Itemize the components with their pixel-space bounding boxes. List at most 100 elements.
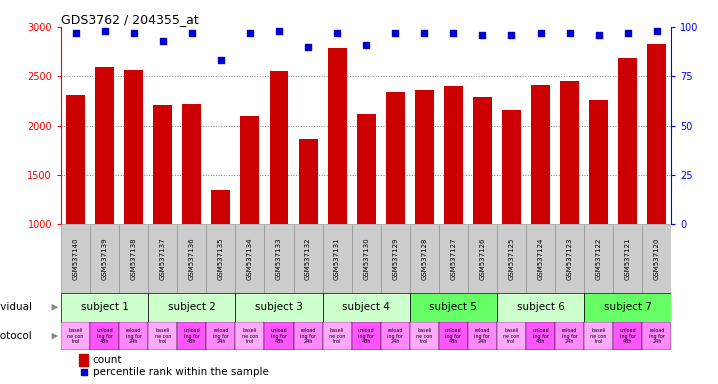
- Text: protocol: protocol: [0, 331, 32, 341]
- Point: [389, 30, 401, 36]
- Bar: [410, 322, 439, 351]
- Text: GSM537133: GSM537133: [276, 237, 282, 280]
- Bar: [294, 224, 322, 293]
- Text: reload
ing for
24h: reload ing for 24h: [475, 328, 490, 344]
- Text: percentile rank within the sample: percentile rank within the sample: [93, 367, 269, 377]
- Bar: [357, 114, 376, 224]
- Point: [593, 32, 605, 38]
- Point: [505, 32, 517, 38]
- Text: baseli
ne con
trol: baseli ne con trol: [416, 328, 432, 344]
- Bar: [381, 322, 410, 351]
- Bar: [531, 84, 550, 224]
- Text: baseli
ne con
trol: baseli ne con trol: [67, 328, 84, 344]
- Text: GSM537132: GSM537132: [305, 237, 311, 280]
- Point: [360, 41, 372, 48]
- Point: [274, 28, 285, 34]
- Text: baseli
ne con
trol: baseli ne con trol: [503, 328, 520, 344]
- Point: [157, 38, 169, 44]
- Bar: [497, 322, 526, 351]
- Bar: [236, 322, 264, 351]
- Bar: [269, 71, 289, 224]
- Bar: [327, 48, 347, 224]
- Text: GSM537123: GSM537123: [567, 237, 573, 280]
- Text: individual: individual: [0, 302, 32, 312]
- Bar: [560, 81, 579, 224]
- Text: subject 4: subject 4: [342, 302, 390, 312]
- Text: subject 3: subject 3: [255, 302, 303, 312]
- Bar: [444, 86, 463, 224]
- Text: GSM537140: GSM537140: [73, 237, 78, 280]
- Text: GSM537121: GSM537121: [625, 237, 630, 280]
- Bar: [439, 224, 468, 293]
- Bar: [497, 224, 526, 293]
- Bar: [119, 322, 148, 351]
- Bar: [526, 322, 555, 351]
- Bar: [124, 70, 143, 224]
- Point: [447, 30, 459, 36]
- Text: GSM537136: GSM537136: [189, 237, 195, 280]
- Text: reload
ing for
24h: reload ing for 24h: [213, 328, 229, 344]
- Point: [215, 57, 227, 63]
- Bar: [497, 293, 584, 322]
- Text: GSM537125: GSM537125: [508, 237, 515, 280]
- Text: baseli
ne con
trol: baseli ne con trol: [590, 328, 607, 344]
- Text: unload
ing for
48h: unload ing for 48h: [96, 328, 113, 344]
- Point: [332, 30, 343, 36]
- Bar: [211, 190, 230, 224]
- Text: baseli
ne con
trol: baseli ne con trol: [329, 328, 345, 344]
- Bar: [648, 44, 666, 224]
- Text: GSM537127: GSM537127: [450, 237, 457, 280]
- Bar: [643, 322, 671, 351]
- Bar: [415, 90, 434, 224]
- Bar: [264, 224, 294, 293]
- Bar: [61, 322, 90, 351]
- Bar: [206, 224, 236, 293]
- Text: GSM537128: GSM537128: [421, 237, 427, 280]
- Text: GDS3762 / 204355_at: GDS3762 / 204355_at: [61, 13, 199, 26]
- Text: unload
ing for
48h: unload ing for 48h: [532, 328, 549, 344]
- Bar: [90, 322, 119, 351]
- Text: reload
ing for
24h: reload ing for 24h: [300, 328, 316, 344]
- Text: GSM537131: GSM537131: [334, 237, 340, 280]
- Bar: [154, 105, 172, 224]
- Bar: [322, 293, 410, 322]
- Point: [70, 30, 81, 36]
- Text: subject 1: subject 1: [80, 302, 129, 312]
- Point: [302, 43, 314, 50]
- Bar: [468, 224, 497, 293]
- Point: [564, 30, 575, 36]
- Bar: [299, 139, 317, 224]
- Bar: [584, 224, 613, 293]
- Bar: [90, 224, 119, 293]
- Text: GSM537135: GSM537135: [218, 237, 224, 280]
- Text: unload
ing for
48h: unload ing for 48h: [183, 328, 200, 344]
- Bar: [79, 354, 88, 366]
- Bar: [584, 293, 671, 322]
- Bar: [66, 95, 85, 224]
- Bar: [555, 224, 584, 293]
- Text: subject 6: subject 6: [517, 302, 564, 312]
- Bar: [643, 224, 671, 293]
- Bar: [322, 322, 352, 351]
- Text: GSM537138: GSM537138: [131, 237, 136, 280]
- Bar: [555, 322, 584, 351]
- Bar: [613, 224, 643, 293]
- Text: unload
ing for
48h: unload ing for 48h: [358, 328, 375, 344]
- Text: unload
ing for
48h: unload ing for 48h: [445, 328, 462, 344]
- Bar: [410, 224, 439, 293]
- Text: subject 5: subject 5: [429, 302, 477, 312]
- Bar: [148, 293, 236, 322]
- Bar: [182, 104, 201, 224]
- Bar: [148, 224, 177, 293]
- Text: GSM537137: GSM537137: [159, 237, 166, 280]
- Point: [186, 30, 197, 36]
- Bar: [241, 116, 259, 224]
- Bar: [386, 92, 405, 224]
- Text: GSM537120: GSM537120: [654, 237, 660, 280]
- Bar: [264, 322, 294, 351]
- Bar: [236, 224, 264, 293]
- Bar: [526, 224, 555, 293]
- Text: unload
ing for
48h: unload ing for 48h: [271, 328, 287, 344]
- Bar: [468, 322, 497, 351]
- Bar: [177, 224, 206, 293]
